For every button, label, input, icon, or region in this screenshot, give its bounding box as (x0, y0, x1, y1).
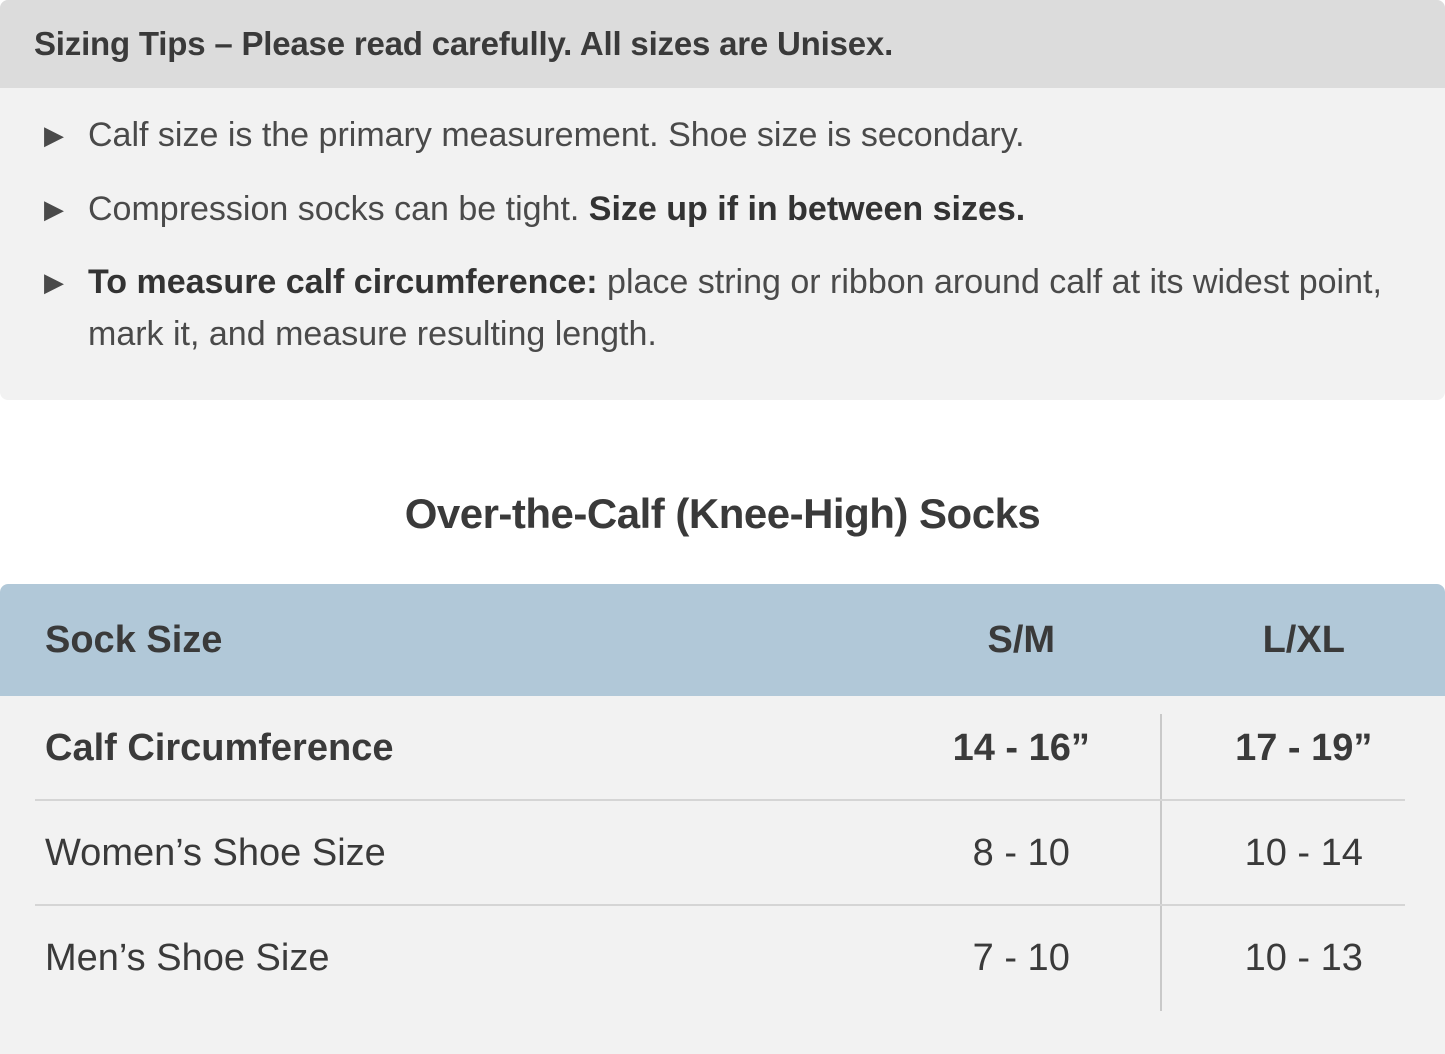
sizing-tips-header: Sizing Tips – Please read carefully. All… (0, 0, 1445, 88)
table-row: Men’s Shoe Size 7 - 10 10 - 13 (0, 906, 1445, 1011)
table-row: Women’s Shoe Size 8 - 10 10 - 14 (0, 801, 1445, 906)
row-label-womens-shoe-size: Women’s Shoe Size (45, 832, 386, 874)
tip-item-measure-instructions: ▶ To measure calf circumference: place s… (44, 257, 1405, 360)
tip-item-text: Calf size is the primary measurement. Sh… (88, 110, 1405, 162)
triangle-bullet-icon: ▶ (44, 120, 64, 150)
tip-item-text: Compression socks can be tight. Size up … (88, 184, 1405, 236)
cell-calf-circumference-sm: 14 - 16” (952, 727, 1090, 769)
cell-mens-shoe-size-lxl: 10 - 13 (1244, 937, 1363, 979)
table-row: Calf Circumference 14 - 16” 17 - 19” (0, 696, 1445, 801)
sizing-tips-panel: Sizing Tips – Please read carefully. All… (0, 0, 1445, 400)
table-header-lxl: L/XL (1262, 618, 1345, 661)
size-chart-table: Sock Size S/M L/XL Calf Circumference 14… (0, 584, 1445, 1054)
table-header-sock-size: Sock Size (45, 618, 223, 661)
row-label-mens-shoe-size: Men’s Shoe Size (45, 937, 330, 979)
tip-text-normal: Calf size is the primary measurement. Sh… (88, 116, 1025, 154)
sizing-tips-list: ▶ Calf size is the primary measurement. … (0, 88, 1445, 361)
sizing-tips-title: Sizing Tips – Please read carefully. All… (34, 25, 894, 62)
tip-text-normal: Compression socks can be tight. (88, 189, 589, 228)
tip-text-bold: To measure calf circumference: (88, 263, 598, 302)
tip-text-bold: Size up if in between sizes. (588, 189, 1026, 228)
row-label-calf-circumference: Calf Circumference (45, 727, 394, 769)
cell-womens-shoe-size-sm: 8 - 10 (972, 832, 1070, 874)
triangle-bullet-icon: ▶ (44, 193, 64, 224)
table-header-row: Sock Size S/M L/XL (0, 584, 1445, 696)
triangle-bullet-icon: ▶ (44, 267, 64, 298)
table-body: Calf Circumference 14 - 16” 17 - 19” Wom… (0, 696, 1445, 1011)
tip-text-normal: place string or ribbon around calf at it… (88, 263, 1382, 354)
tip-item-compression: ▶ Compression socks can be tight. Size u… (44, 184, 1405, 236)
tip-item-text: To measure calf circumference: place str… (88, 257, 1405, 360)
cell-calf-circumference-lxl: 17 - 19” (1235, 727, 1373, 769)
cell-mens-shoe-size-sm: 7 - 10 (972, 937, 1070, 979)
table-header-sm: S/M (987, 618, 1056, 661)
cell-womens-shoe-size-lxl: 10 - 14 (1244, 832, 1363, 874)
tip-item-calf-size: ▶ Calf size is the primary measurement. … (44, 110, 1405, 162)
section-title-over-the-calf: Over-the-Calf (Knee-High) Socks (404, 490, 1041, 537)
column-divider (1160, 714, 1162, 1011)
